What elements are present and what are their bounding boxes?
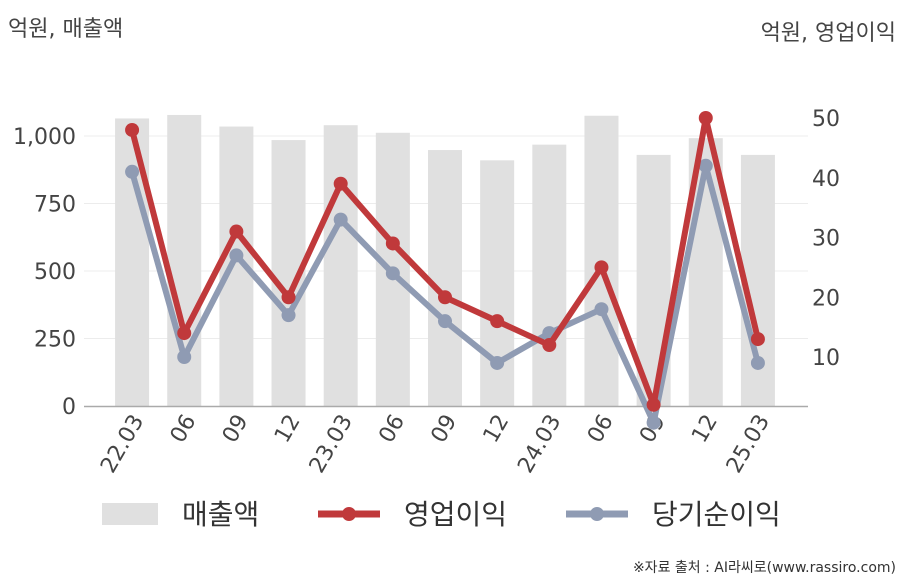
left-tick-label: 1,000: [13, 125, 76, 150]
point-operating: [438, 290, 452, 305]
legend-swatch-revenue: [102, 503, 158, 525]
point-net: [698, 158, 713, 173]
left-tick-label: 0: [62, 395, 76, 420]
left-axis-unit: 억원, 매출액: [8, 17, 123, 42]
right-tick-label: 40: [812, 167, 840, 192]
right-axis-ticks: 10 20 30 40 50: [812, 107, 840, 371]
right-tick-label: 10: [812, 346, 840, 371]
point-operating: [542, 338, 557, 353]
point-net: [281, 308, 296, 323]
legend-label-revenue: 매출액: [182, 498, 259, 531]
point-operating: [125, 122, 140, 137]
bar-revenue: [323, 125, 358, 406]
point-operating: [698, 111, 713, 125]
point-operating: [594, 260, 609, 275]
point-net: [646, 415, 661, 430]
left-tick-label: 250: [34, 328, 76, 353]
x-tick-label: 06: [166, 411, 202, 448]
x-tick-label: 12: [687, 411, 723, 448]
point-operating: [490, 314, 505, 329]
legend-swatch-operating-marker: [342, 507, 356, 521]
point-net: [594, 302, 609, 317]
bar-revenue: [532, 144, 567, 406]
legend-swatch-net-marker: [590, 507, 604, 521]
source-note: ※자료 출처 : AI라씨로(www.rassiro.com): [633, 560, 896, 576]
point-net: [125, 164, 140, 179]
point-operating: [385, 236, 400, 251]
point-operating: [333, 176, 348, 191]
point-operating: [646, 397, 661, 412]
point-operating: [177, 326, 192, 341]
x-tick-label: 23.03: [305, 411, 358, 478]
line-series: [125, 111, 765, 430]
bar-revenue: [115, 118, 150, 406]
left-tick-label: 500: [34, 260, 76, 285]
point-net: [385, 266, 400, 281]
left-tick-label: 750: [34, 193, 76, 218]
x-tick-label: 25.03: [722, 411, 775, 478]
point-operating: [750, 332, 765, 347]
point-net: [750, 355, 765, 370]
legend-label-operating: 영업이익: [404, 498, 507, 531]
x-tick-label: 06: [374, 411, 410, 448]
x-tick-label: 22.03: [96, 411, 149, 478]
x-tick-label: 09: [218, 411, 254, 448]
x-tick-label: 09: [427, 411, 463, 448]
point-operating: [229, 224, 244, 239]
bar-series: [115, 114, 775, 407]
legend-label-net: 당기순이익: [652, 498, 781, 531]
right-tick-label: 20: [812, 286, 840, 311]
point-net: [490, 355, 505, 370]
legend: 매출액 영업이익 당기순이익: [102, 498, 781, 531]
bar-revenue: [428, 150, 462, 406]
point-net: [229, 248, 244, 263]
left-axis-ticks: 0 250 500 750 1,000: [13, 125, 76, 420]
right-axis-unit: 억원, 영업이익: [761, 21, 896, 46]
point-net: [438, 314, 452, 329]
x-tick-label: 24.03: [513, 411, 566, 478]
right-tick-label: 50: [812, 107, 840, 132]
point-net: [177, 350, 192, 364]
right-tick-label: 30: [812, 227, 840, 252]
point-net: [333, 212, 348, 227]
x-tick-label: 12: [270, 411, 306, 448]
point-operating: [281, 290, 296, 305]
x-tick-label: 06: [583, 411, 619, 448]
x-tick-label: 12: [479, 410, 515, 447]
